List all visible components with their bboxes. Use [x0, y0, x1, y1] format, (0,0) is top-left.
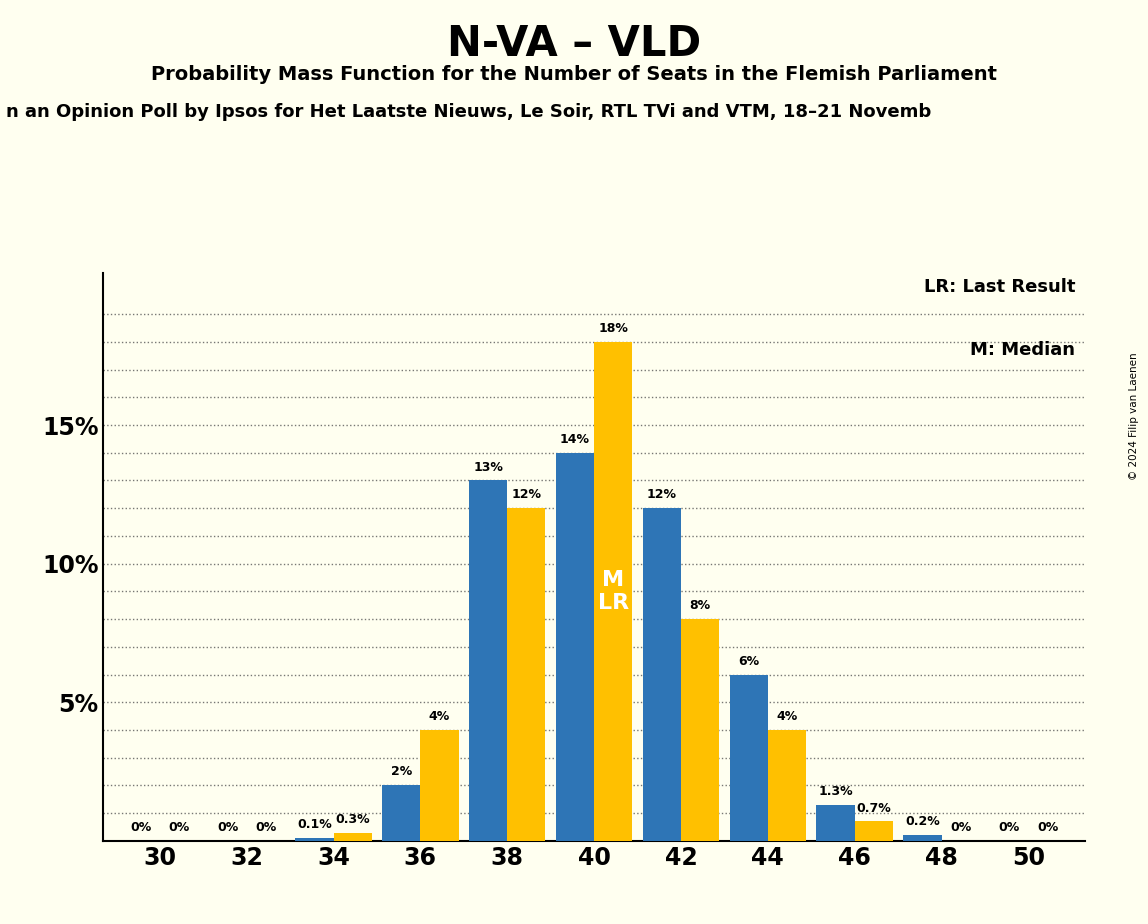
Bar — [681, 619, 719, 841]
Text: 4%: 4% — [776, 710, 798, 723]
Bar — [382, 785, 420, 841]
Bar — [334, 833, 372, 841]
Text: 0%: 0% — [169, 821, 189, 833]
Text: LR: Last Result: LR: Last Result — [923, 278, 1075, 297]
Text: 12%: 12% — [646, 488, 677, 501]
Bar — [903, 835, 941, 841]
Bar — [295, 838, 334, 841]
Text: 0.7%: 0.7% — [856, 801, 891, 815]
Bar — [507, 508, 545, 841]
Bar — [730, 675, 768, 841]
Text: 0.2%: 0.2% — [905, 815, 940, 828]
Bar — [768, 730, 806, 841]
Text: M: Median: M: Median — [970, 341, 1075, 359]
Text: 8%: 8% — [690, 599, 711, 612]
Text: 0.1%: 0.1% — [297, 818, 332, 832]
Bar — [854, 821, 893, 841]
Text: © 2024 Filip van Laenen: © 2024 Filip van Laenen — [1128, 352, 1139, 480]
Bar — [595, 342, 633, 841]
Bar — [470, 480, 507, 841]
Text: 12%: 12% — [511, 488, 542, 501]
Text: 2%: 2% — [390, 765, 412, 778]
Text: 18%: 18% — [598, 322, 628, 335]
Text: 1.3%: 1.3% — [819, 784, 853, 797]
Text: 0%: 0% — [255, 821, 277, 833]
Text: 0%: 0% — [217, 821, 238, 833]
Bar — [556, 453, 595, 841]
Bar — [643, 508, 681, 841]
Text: 13%: 13% — [473, 460, 503, 473]
Text: 0%: 0% — [1037, 821, 1058, 833]
Text: 0.3%: 0.3% — [335, 812, 370, 826]
Text: 14%: 14% — [560, 432, 590, 445]
Text: 0%: 0% — [951, 821, 971, 833]
Bar — [816, 805, 854, 841]
Text: 0%: 0% — [999, 821, 1019, 833]
Text: 0%: 0% — [130, 821, 152, 833]
Text: Probability Mass Function for the Number of Seats in the Flemish Parliament: Probability Mass Function for the Number… — [152, 65, 996, 84]
Text: M
LR: M LR — [598, 570, 629, 613]
Text: n an Opinion Poll by Ipsos for Het Laatste Nieuws, Le Soir, RTL TVi and VTM, 18–: n an Opinion Poll by Ipsos for Het Laats… — [6, 103, 931, 121]
Text: N-VA – VLD: N-VA – VLD — [447, 23, 701, 65]
Bar — [420, 730, 458, 841]
Text: 4%: 4% — [429, 710, 450, 723]
Text: 6%: 6% — [738, 654, 759, 667]
